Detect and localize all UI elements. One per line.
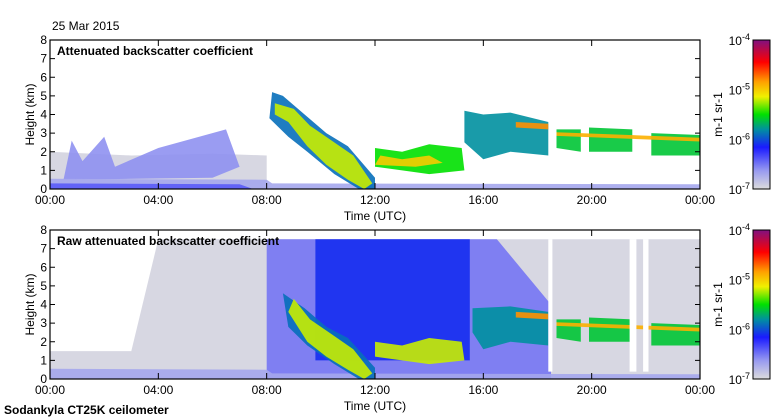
y-tick-label: 1 (40, 163, 47, 177)
feature-mid-cloud-2 (464, 110, 549, 160)
y-tick-label: 6 (40, 260, 47, 274)
x-axis-label: Time (UTC) (344, 209, 406, 223)
feature-stratocumulus-1-core (375, 155, 443, 167)
y-axis-label: Height (km) (23, 273, 37, 335)
x-tick-label: 00:00 (35, 383, 65, 397)
y-tick-label: 7 (40, 242, 47, 256)
panel-raw: Raw attenuated backscatter coefficient00… (23, 222, 771, 413)
colorbar-tick-label: 10-7 (729, 371, 750, 387)
x-tick-label: 00:00 (685, 383, 715, 397)
feature-noise-green-day (315, 239, 470, 361)
feature-descending-cloud (274, 103, 373, 189)
y-tick-label: 4 (40, 108, 47, 122)
feature-stratocumulus-1 (375, 338, 465, 365)
x-tick-label: 08:00 (252, 193, 282, 207)
y-tick-label: 5 (40, 89, 47, 103)
feature-data-gap-2 (629, 239, 637, 372)
feature-cloud-3-top (556, 322, 700, 332)
x-tick-label: 20:00 (577, 193, 607, 207)
colorbar-tick-label: 10-4 (729, 32, 750, 48)
feature-boundary-layer-core (50, 183, 254, 189)
feature-mid-cloud-2-top (515, 122, 549, 130)
y-tick-label: 8 (40, 223, 47, 237)
feature-data-gap-3 (643, 239, 649, 372)
x-tick-label: 20:00 (577, 383, 607, 397)
x-tick-label: 00:00 (35, 193, 65, 207)
colorbar-tick-label: 10-6 (729, 131, 750, 147)
x-tick-label: 04:00 (143, 193, 173, 207)
y-tick-label: 5 (40, 279, 47, 293)
x-tick-label: 12:00 (360, 193, 390, 207)
colorbar-tick-label: 10-6 (729, 321, 750, 337)
y-tick-label: 3 (40, 316, 47, 330)
colorbar-label: m-1 sr-1 (711, 92, 725, 137)
plot-area (50, 239, 700, 379)
feature-cloud-3-top (556, 132, 700, 142)
x-tick-label: 16:00 (468, 193, 498, 207)
feature-cloud-3b (589, 127, 633, 152)
y-tick-label: 2 (40, 335, 47, 349)
x-tick-label: 08:00 (252, 383, 282, 397)
colorbar (752, 229, 771, 380)
feature-noise-blue-speckle (63, 129, 240, 180)
y-tick-label: 0 (40, 182, 47, 196)
x-axis-label: Time (UTC) (344, 399, 406, 413)
feature-descending-cloud (288, 298, 373, 379)
panel-title: Attenuated backscatter coefficient (57, 44, 253, 58)
x-tick-label: 12:00 (360, 383, 390, 397)
y-tick-label: 3 (40, 126, 47, 140)
plot-area (50, 92, 700, 189)
x-tick-label: 04:00 (143, 383, 173, 397)
y-tick-label: 6 (40, 70, 47, 84)
y-tick-label: 1 (40, 353, 47, 367)
feature-cloud-3b (589, 317, 633, 342)
colorbar (752, 39, 771, 190)
y-tick-label: 0 (40, 372, 47, 386)
panel-title: Raw attenuated backscatter coefficient (57, 234, 279, 248)
y-tick-label: 4 (40, 298, 47, 312)
feature-data-gap-1 (548, 239, 553, 372)
date-label: 25 Mar 2015 (52, 19, 120, 33)
x-tick-label: 16:00 (468, 383, 498, 397)
y-axis-label: Height (km) (23, 83, 37, 145)
colorbar-tick-label: 10-5 (729, 82, 750, 98)
y-tick-label: 8 (40, 33, 47, 47)
colorbar-label: m-1 sr-1 (711, 282, 725, 327)
y-tick-label: 2 (40, 145, 47, 159)
colorbar-tick-label: 10-7 (729, 181, 750, 197)
footer-label: Sodankyla CT25K ceilometer (4, 403, 169, 417)
feature-mid-cloud-2-top (515, 311, 549, 320)
x-tick-label: 00:00 (685, 193, 715, 207)
colorbar-tick-label: 10-5 (729, 272, 750, 288)
y-tick-label: 7 (40, 52, 47, 66)
colorbar-tick-label: 10-4 (729, 222, 750, 238)
